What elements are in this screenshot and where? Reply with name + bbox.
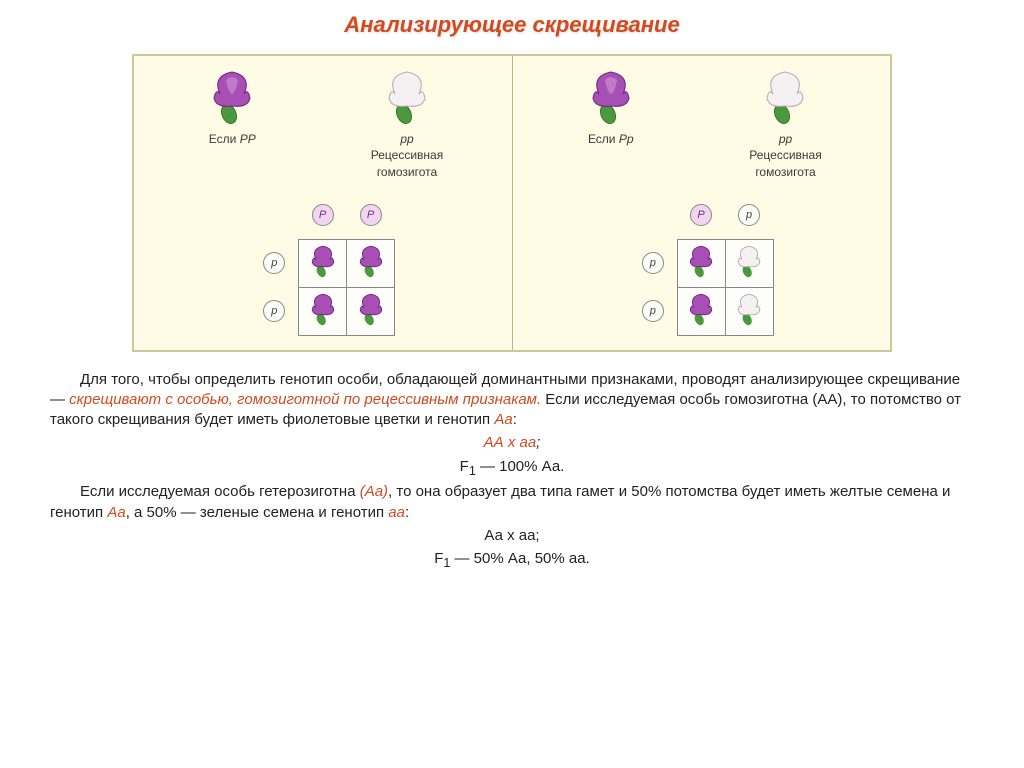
offspring-cell — [347, 287, 395, 335]
punnett-wrap: P p p p — [527, 191, 877, 336]
parent-label: Если PP — [202, 132, 262, 146]
gamete-label: p — [263, 252, 285, 274]
gamete-label: p — [263, 300, 285, 322]
offspring-cell — [725, 287, 773, 335]
offspring-cell — [299, 287, 347, 335]
flower-icon — [202, 66, 262, 124]
parent-2: pp Рецессивная гомозигота — [371, 66, 443, 179]
offspring-cell — [677, 287, 725, 335]
diagram-container: Если PP pp Рецессивная гомозигота P — [132, 54, 892, 352]
parent-label: pp — [371, 132, 443, 146]
offspring-cell — [347, 239, 395, 287]
paragraph-2: Если исследуемая особь гетерозиготна (Аа… — [50, 482, 974, 523]
gamete-label: P — [360, 204, 382, 226]
offspring-cell — [677, 239, 725, 287]
diagram-right: Если Pp pp Рецессивная гомозигота P — [513, 56, 891, 350]
gamete-label: p — [642, 252, 664, 274]
parents-row: Если Pp pp Рецессивная гомозигота — [527, 66, 877, 179]
formula-4: F1 — 50% Аа, 50% аа. — [50, 549, 974, 572]
parent-sub: Рецессивная — [371, 148, 443, 162]
flower-icon — [581, 66, 641, 124]
gamete-label: P — [690, 204, 712, 226]
formula-1: АА х аа; — [50, 433, 974, 453]
punnett-square: P P p p — [251, 191, 396, 336]
offspring-cell — [299, 239, 347, 287]
parent-1: Если PP — [202, 66, 262, 179]
parent-label: Если Pp — [581, 132, 641, 146]
formula-2: F1 — 100% Аа. — [50, 457, 974, 480]
parent-sub: гомозигота — [371, 165, 443, 179]
gamete-label: p — [738, 204, 760, 226]
parent-label: pp — [749, 132, 821, 146]
paragraph-1: Для того, чтобы определить генотип особи… — [50, 370, 974, 431]
gamete-label: p — [642, 300, 664, 322]
parents-row: Если PP pp Рецессивная гомозигота — [148, 66, 498, 179]
page-title: Анализирующее скрещивание — [50, 10, 974, 40]
parent-sub: Рецессивная — [749, 148, 821, 162]
punnett-square: P p p p — [629, 191, 774, 336]
flower-icon — [755, 66, 815, 124]
parent-sub: гомозигота — [749, 165, 821, 179]
diagram-left: Если PP pp Рецессивная гомозигота P — [134, 56, 513, 350]
parent-1: Если Pp — [581, 66, 641, 179]
parent-2: pp Рецессивная гомозигота — [749, 66, 821, 179]
offspring-cell — [725, 239, 773, 287]
punnett-wrap: P P p p — [148, 191, 498, 336]
formula-3: Аа х аа; — [50, 526, 974, 546]
gamete-label: P — [312, 204, 334, 226]
flower-icon — [377, 66, 437, 124]
